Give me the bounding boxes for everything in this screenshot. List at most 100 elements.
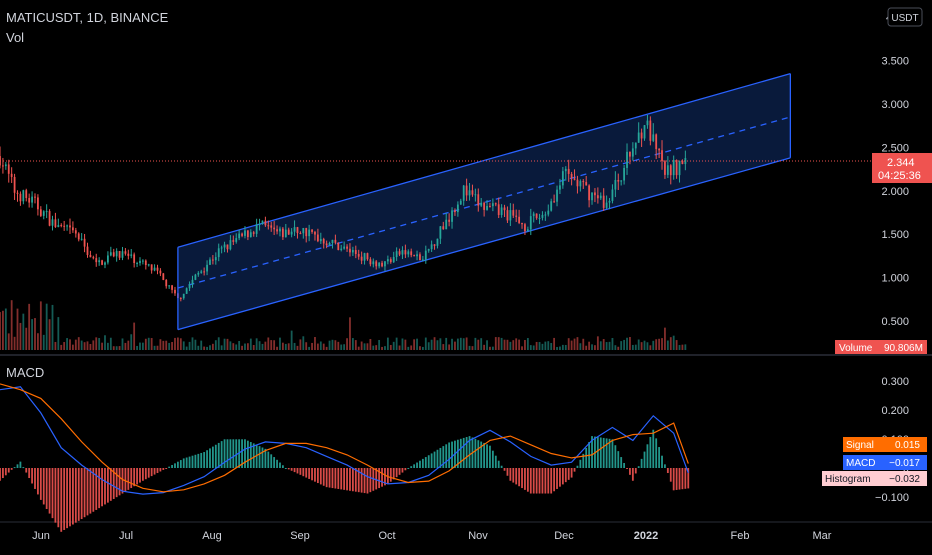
candle-body [678, 161, 681, 176]
macd-histogram-bar [10, 468, 13, 470]
candle-body [226, 244, 229, 250]
candle-body [182, 293, 185, 299]
candle-body [211, 259, 214, 261]
price-axis[interactable]: 3.500 3.000 2.500 2.000 1.500 1.000 0.500 [881, 56, 909, 328]
candle-body [672, 160, 675, 176]
macd-histogram-bar [179, 460, 182, 468]
volume-bar [576, 337, 579, 350]
currency-badge[interactable] [887, 7, 923, 27]
candle-body [585, 182, 588, 186]
macd-histogram-bar [421, 458, 424, 468]
currency-badge-label: USDT [891, 13, 918, 24]
symbol-title[interactable]: MATICUSDT, 1D, BINANCE [6, 10, 169, 25]
volume-bar [197, 345, 200, 350]
volume-bar [544, 341, 547, 350]
volume-bar [174, 337, 176, 350]
last-price-value: 2.344 [887, 157, 915, 169]
candle-body [42, 211, 45, 216]
candle-body [133, 254, 136, 263]
channel-middle-line[interactable] [177, 116, 791, 289]
candle-body [582, 181, 585, 183]
macd-histogram-bar [80, 468, 83, 520]
volume-badge-label: Volume [839, 343, 873, 354]
candle-body [524, 224, 526, 232]
volume-bar [229, 341, 232, 350]
candle-body [273, 227, 276, 230]
macd-histogram-bar [63, 468, 66, 530]
macd-histogram-bar [279, 462, 281, 468]
volume-bar [258, 341, 261, 350]
candle-body [608, 200, 611, 203]
volume-bar [0, 312, 1, 350]
candle-body [276, 229, 278, 232]
candle-body [681, 161, 684, 164]
channel-lower-line[interactable] [177, 157, 791, 331]
candle-body [349, 248, 351, 253]
macd-histogram-bar [235, 439, 238, 468]
candle-body [331, 239, 334, 243]
candle-body [620, 180, 623, 182]
candle-body [2, 165, 4, 167]
macd-histogram-bar [626, 468, 628, 469]
macd-histogram-bar [666, 468, 669, 474]
time-axis-label: Aug [202, 530, 222, 542]
volume-bar [16, 308, 19, 350]
candle-body [459, 200, 462, 205]
macd-histogram-bar [238, 439, 241, 468]
candle-body [538, 217, 541, 219]
volume-bar [442, 344, 445, 350]
macd-histogram-bar [319, 468, 322, 485]
macd-histogram-bar [395, 468, 398, 478]
candle-body [626, 151, 628, 168]
volume-bar [369, 338, 372, 350]
volume-bar [133, 322, 136, 350]
channel-upper-line[interactable] [177, 72, 791, 248]
volume-bar [270, 340, 273, 350]
volume-bar [509, 341, 512, 350]
macd-histogram-bar [608, 438, 611, 468]
volume-bar [45, 303, 48, 350]
candle-body [392, 257, 395, 263]
vol-legend[interactable]: Vol [6, 30, 24, 45]
volume-bar [623, 339, 626, 350]
candle-body [147, 264, 150, 266]
candle-body [28, 198, 31, 203]
macd-histogram-bar [121, 468, 124, 494]
candle-body [214, 257, 217, 261]
candle-body [252, 232, 255, 234]
macd-histogram-bar [42, 468, 45, 505]
macd-histogram-bar [127, 468, 130, 490]
candle-body [407, 251, 410, 255]
time-axis-label: Sep [290, 530, 310, 542]
volume-bar [98, 338, 101, 350]
macd-histogram-bar [579, 459, 582, 468]
volume-bar [459, 337, 462, 350]
volume-bar [643, 340, 646, 350]
price-tick-label: 2.500 [881, 142, 909, 154]
macd-legend[interactable]: MACD [6, 365, 44, 380]
candle-body [311, 229, 313, 232]
candle-body [92, 257, 95, 259]
macd-histogram-bar [620, 457, 623, 468]
macd-histogram-bar [535, 468, 538, 494]
macd-histogram-bar [188, 456, 191, 468]
volume-bar [424, 337, 427, 350]
time-axis[interactable]: Jun Jul Aug Sep Oct Nov Dec 2022 Feb Mar [32, 530, 832, 542]
volume-bar [331, 339, 334, 350]
candle-body [445, 219, 448, 230]
volume-bar [273, 340, 276, 350]
candle-body [287, 229, 290, 235]
macd-histogram-bar [553, 468, 556, 492]
volume-bar [605, 342, 608, 350]
macd-histogram-bar [174, 463, 176, 468]
volume-bar [664, 327, 666, 350]
candle-body [115, 250, 118, 257]
candle-body [494, 203, 497, 205]
volume-bar [176, 337, 179, 350]
candle-body [165, 279, 168, 287]
macd-histogram-bar [550, 468, 553, 494]
candle-body [430, 244, 433, 250]
macd-histogram-bar [363, 468, 366, 494]
candle-body [244, 230, 246, 236]
